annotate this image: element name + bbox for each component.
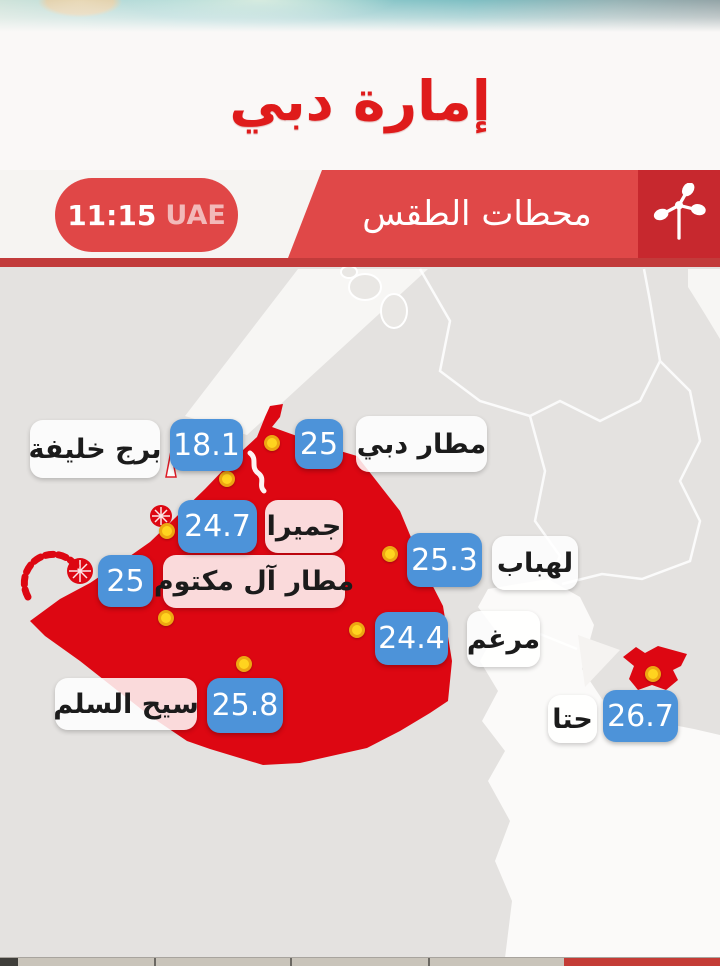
station-dot-margham[interactable] <box>349 622 365 638</box>
station-temp-hatta[interactable]: 26.7 <box>603 690 678 742</box>
tab-weather-stations: محطات الطقس <box>288 170 640 258</box>
map-dubai[interactable] <box>0 267 720 958</box>
tab-weather-stations-label: محطات الطقس <box>362 194 592 234</box>
timezone-label: UAE <box>165 199 226 231</box>
creek-shape <box>247 450 267 494</box>
station-name-lehbab[interactable]: لهباب <box>492 536 578 590</box>
time-value: 11:15 <box>67 198 157 232</box>
page-header: إمارة دبي <box>0 32 720 170</box>
bar-divider <box>154 958 156 966</box>
station-dot-jumeirah[interactable] <box>159 523 175 539</box>
page-title: إمارة دبي <box>229 69 491 133</box>
peninsula-shapes <box>340 267 408 329</box>
bar-segment-red[interactable] <box>564 958 720 966</box>
map-graphic <box>0 267 720 958</box>
hatta-notch-shape <box>578 635 620 687</box>
station-name-al-maktoum[interactable]: مطار آل مكتوم <box>154 555 354 608</box>
ribbon-underline <box>0 258 720 267</box>
station-temp-al-maktoum[interactable]: 25 <box>98 555 153 607</box>
station-temp-lehbab[interactable]: 25.3 <box>407 533 482 587</box>
bar-divider <box>428 958 430 966</box>
station-temp-dubai-airport[interactable]: 25 <box>295 419 343 469</box>
anemometer-button[interactable] <box>638 170 720 258</box>
station-name-dubai-airport[interactable]: مطار دبي <box>356 416 487 472</box>
station-dot-dubai-airport[interactable] <box>264 435 280 451</box>
ribbon-bar: 11:15 UAE محطات الطقس <box>0 170 720 258</box>
station-name-jumeirah[interactable]: جميرا <box>265 500 343 553</box>
station-dot-lehbab[interactable] <box>382 546 398 562</box>
eastern-region-shape <box>478 579 720 958</box>
station-temp-jumeirah[interactable]: 24.7 <box>178 500 257 553</box>
station-name-hatta[interactable]: حتا <box>548 695 597 743</box>
station-name-burj-khalifa[interactable]: برج خليفة <box>28 420 162 478</box>
bottom-segment-bar[interactable] <box>0 957 720 966</box>
coastal-strip-shape <box>185 269 428 435</box>
station-dot-seih-al-salam[interactable] <box>236 656 252 672</box>
top-photo-strip <box>0 0 720 32</box>
station-dot-hatta[interactable] <box>645 666 661 682</box>
station-temp-seih-al-salam[interactable]: 25.8 <box>207 678 283 733</box>
station-temp-margham[interactable]: 24.4 <box>375 612 448 665</box>
bar-segment-start[interactable] <box>0 958 18 966</box>
bar-divider <box>290 958 292 966</box>
station-name-seih-al-salam[interactable]: سيح السلم <box>53 678 199 730</box>
station-dot-burj-khalifa[interactable] <box>219 471 235 487</box>
anemometer-icon <box>653 183 706 240</box>
station-dot-al-maktoum[interactable] <box>158 610 174 626</box>
station-temp-burj-khalifa[interactable]: 18.1 <box>170 419 243 471</box>
corner-region-shape <box>688 269 720 339</box>
world-islands-icon <box>20 550 82 601</box>
time-pill: 11:15 UAE <box>55 178 238 252</box>
station-name-margham[interactable]: مرغم <box>467 611 540 667</box>
